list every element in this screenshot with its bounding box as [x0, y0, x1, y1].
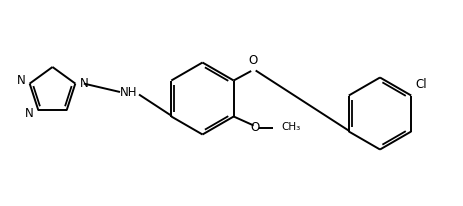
Text: N: N	[16, 74, 25, 87]
Text: O: O	[250, 121, 259, 134]
Text: NH: NH	[120, 85, 138, 98]
Text: O: O	[248, 55, 257, 68]
Text: CH₃: CH₃	[282, 123, 301, 132]
Text: N: N	[25, 107, 34, 120]
Text: N: N	[80, 77, 88, 90]
Text: Cl: Cl	[416, 77, 427, 90]
